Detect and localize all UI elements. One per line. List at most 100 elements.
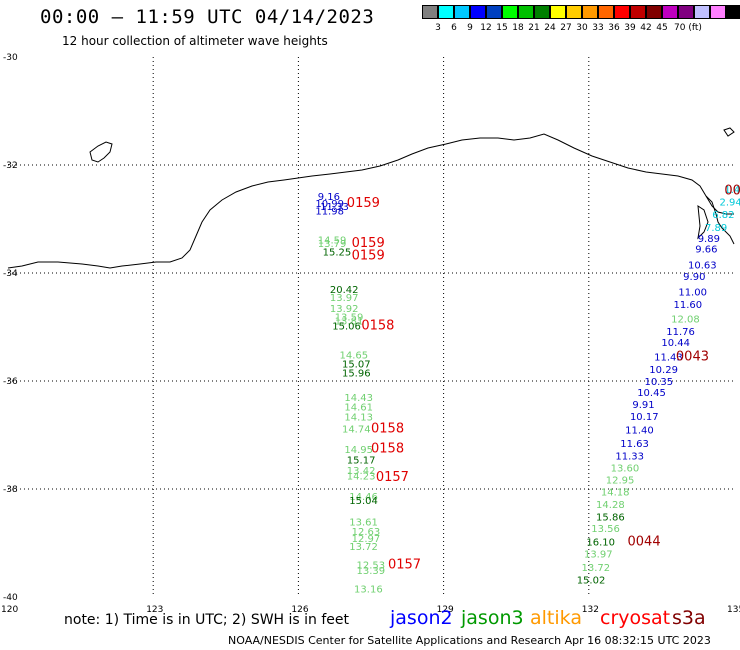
wave-height-label: 14.59 — [318, 235, 347, 246]
map-grid — [8, 57, 734, 597]
wave-height-label: 9.89 — [698, 234, 720, 245]
wave-height-label: 12.08 — [671, 315, 700, 326]
lon-tick-label: 129 — [437, 605, 454, 615]
scale-label: 24 — [544, 23, 556, 33]
scale-swatch — [454, 5, 470, 19]
wave-height-label: 14.18 — [601, 487, 630, 498]
wave-height-label: 13.79 — [318, 239, 347, 250]
pass-time-label: 0159 — [352, 249, 385, 264]
wave-height-label: 13.61 — [349, 518, 378, 529]
wave-height-label: 13.97 — [584, 550, 613, 561]
scale-swatch — [566, 5, 582, 19]
lat-tick-label: -38 — [3, 485, 18, 495]
wave-height-label: 15.06 — [332, 322, 361, 333]
wave-height-label: 10.29 — [649, 365, 678, 376]
lat-tick-label: -30 — [3, 53, 18, 63]
wave-height-label: 11.43 — [654, 352, 683, 363]
lat-tick-label: -40 — [3, 593, 18, 603]
pass-time-label: 0158 — [361, 319, 394, 334]
wave-height-label: 11.33 — [615, 451, 644, 462]
wave-height-label: 14.13 — [344, 412, 373, 423]
wave-height-label: 16.10 — [586, 538, 615, 549]
wave-height-label: 12.63 — [352, 527, 381, 538]
scale-swatch — [646, 5, 662, 19]
wave-height-label: 10.17 — [630, 412, 659, 423]
scale-label: 33 — [592, 23, 604, 33]
page-title: 00:00 – 11:59 UTC 04/14/2023 — [40, 6, 375, 28]
lon-tick-label: 123 — [146, 605, 163, 615]
pass-time-label: 0044 — [628, 535, 661, 550]
wave-height-label: 9.16 — [318, 192, 340, 203]
wave-height-label: 13.59 — [335, 313, 364, 324]
scale-swatch — [598, 5, 614, 19]
scale-label: 12 — [480, 23, 492, 33]
axis-labels: -30 -32 -34 -36 -38 -40 120 123 126 129 132 135 — [1, 53, 740, 615]
scale-swatch — [582, 5, 598, 19]
wave-height-label: 13.97 — [330, 293, 359, 304]
pass-time-label: 0157 — [376, 470, 409, 485]
wave-height-label: 11.00 — [678, 288, 707, 299]
scale-label: 39 — [624, 23, 636, 33]
scale-label: 21 — [528, 23, 540, 33]
peninsula-coastline — [697, 204, 709, 240]
wave-height-label: 13.92 — [330, 304, 359, 315]
page-subtitle: 12 hour collection of altimeter wave hei… — [62, 34, 328, 48]
scale-label: 70 (ft) — [674, 23, 702, 33]
wave-height-label: 15.86 — [596, 512, 625, 523]
wave-height-label: 13.60 — [611, 464, 640, 475]
pass-time-label: 0159 — [347, 196, 380, 211]
wave-height-label: 14.95 — [344, 445, 373, 456]
wave-height-label: 14.46 — [349, 492, 378, 503]
lat-tick-label: -34 — [3, 269, 18, 279]
wave-height-label: 14.74 — [342, 424, 371, 435]
scale-swatch — [614, 5, 630, 19]
satellite-legend-cryosat: cryosat — [600, 607, 671, 629]
wave-height-label: 20.42 — [330, 285, 359, 296]
wave-height-label: 13.56 — [591, 524, 620, 535]
scale-swatch — [550, 5, 566, 19]
observation-labels: 9.1610.9911.3311.9814.5913.7915.2520.421… — [315, 184, 740, 596]
island-coastline — [89, 141, 113, 163]
satellite-legend-altika: altika — [530, 607, 582, 629]
scale-label: 42 — [640, 23, 652, 33]
scale-label: 3 — [435, 23, 441, 33]
satellite-legend-s3a: s3a — [672, 607, 706, 629]
scale-swatch — [534, 5, 550, 19]
wave-height-label: 10.44 — [661, 338, 690, 349]
satellite-legend-jason3: jason3 — [461, 607, 524, 629]
scale-swatch — [726, 5, 740, 19]
wave-height-label: 13.81 — [335, 316, 364, 327]
scale-label: 15 — [496, 23, 508, 33]
wave-height-label: 13.42 — [347, 466, 376, 477]
gulf-coastline — [705, 195, 735, 245]
pass-time-label: 0159 — [352, 236, 385, 251]
scale-swatch — [630, 5, 646, 19]
scale-label: 6 — [451, 23, 457, 33]
wave-height-label: 11.33 — [320, 202, 349, 213]
wave-height-label: 11.76 — [666, 327, 695, 338]
wave-height-label: 12.95 — [606, 476, 635, 487]
wave-height-label: 14.23 — [347, 471, 376, 482]
lon-tick-label: 135 — [727, 605, 740, 615]
scale-label: 27 — [560, 23, 572, 33]
scale-label: 36 — [608, 23, 620, 33]
scale-label: 30 — [576, 23, 588, 33]
lon-tick-label: 120 — [1, 605, 18, 615]
wave-height-label: 11.60 — [674, 300, 703, 311]
lat-tick-label: -32 — [3, 161, 18, 171]
scale-label: 9 — [467, 23, 473, 33]
wave-height-label: 10.99 — [315, 199, 344, 210]
wave-height-label: 7.89 — [705, 223, 727, 234]
lon-tick-label: 132 — [582, 605, 599, 615]
wave-height-label: 15.02 — [577, 576, 606, 587]
wave-height-label: 13.72 — [582, 563, 611, 574]
wave-height-label: 6.82 — [712, 210, 734, 221]
island-coastline — [723, 127, 735, 137]
wave-height-label: 12.97 — [352, 534, 381, 545]
scale-swatch — [422, 5, 438, 19]
wave-height-label: 13.16 — [354, 585, 383, 596]
wave-height-label: 15.04 — [349, 496, 378, 507]
scale-label: 18 — [512, 23, 524, 33]
scale-swatch — [470, 5, 486, 19]
